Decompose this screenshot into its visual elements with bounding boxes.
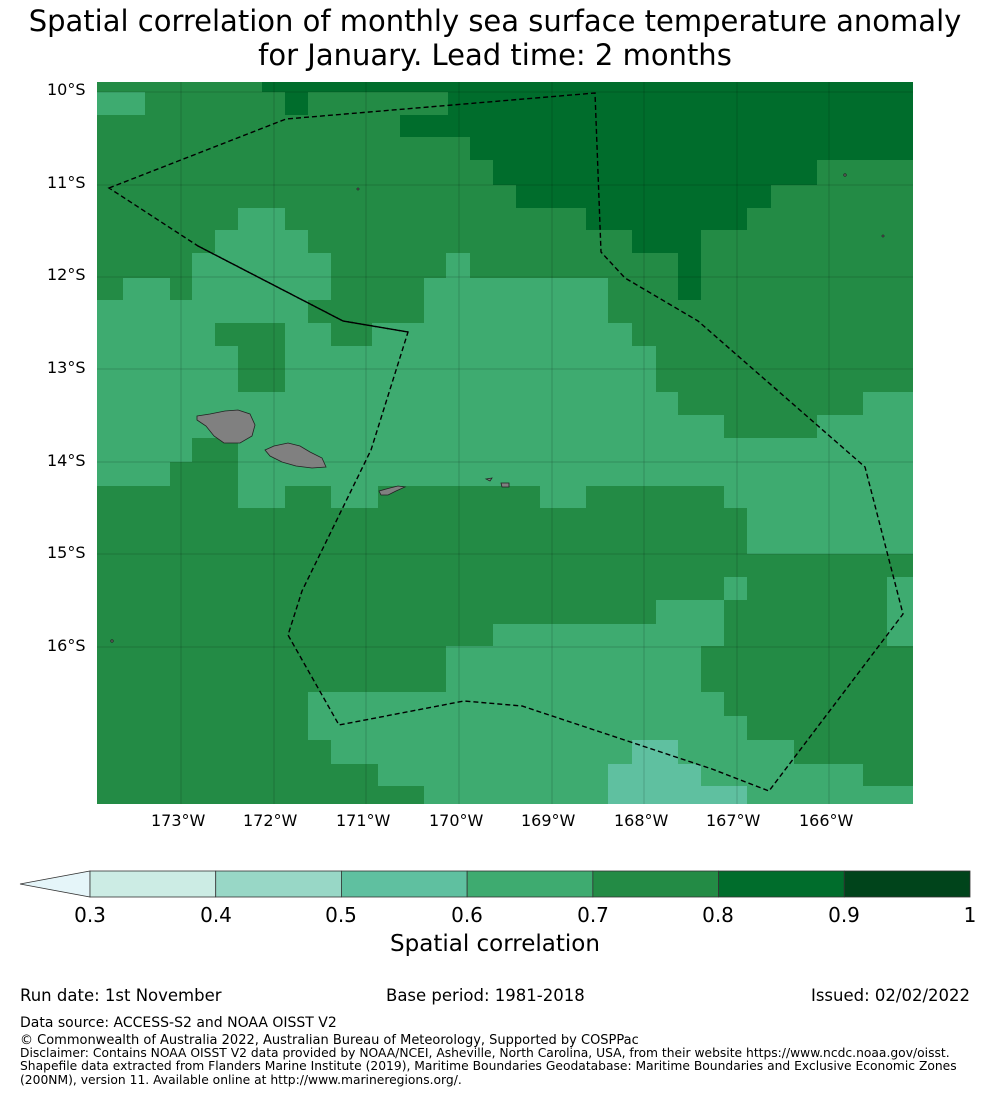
colorbar-tick-7: 1 bbox=[963, 903, 977, 927]
colorbar-tick-5: 0.8 bbox=[702, 903, 734, 927]
colorbar-tick-4: 0.7 bbox=[577, 903, 609, 927]
colorbar-tick-3: 0.6 bbox=[451, 903, 483, 927]
chart-title: Spatial correlation of monthly sea surfa… bbox=[0, 4, 990, 72]
boundary-tokelau bbox=[107, 92, 904, 792]
island-savaii bbox=[196, 409, 256, 444]
colorbar-bin-4 bbox=[592, 870, 719, 898]
region-corner bbox=[355, 786, 424, 804]
disclaimer-line-1: Disclaimer: Contains NOAA OISST V2 data … bbox=[20, 1046, 950, 1060]
colorbar-tick-2: 0.5 bbox=[325, 903, 357, 927]
island-tau bbox=[500, 482, 510, 488]
island-atoll-3 bbox=[110, 639, 114, 643]
region-high-correlation bbox=[262, 82, 913, 300]
lon-label-168w: 168°W bbox=[614, 811, 669, 830]
colorbar bbox=[19, 870, 971, 898]
colorbar-bins bbox=[89, 870, 971, 898]
lon-label-167w: 167°W bbox=[706, 811, 761, 830]
region-south-medium bbox=[308, 600, 913, 804]
region-east-spot bbox=[724, 577, 747, 600]
issued-date: Issued: 02/02/2022 bbox=[810, 986, 970, 1005]
colorbar-bin-2 bbox=[341, 870, 468, 898]
lon-label-170w: 170°W bbox=[429, 811, 484, 830]
run-date: Run date: 1st November bbox=[20, 986, 222, 1005]
lat-label-16s: 16°S bbox=[47, 636, 86, 655]
data-source: Data source: ACCESS-S2 and NOAA OISST V2 bbox=[20, 1015, 337, 1031]
lon-label-169w: 169°W bbox=[521, 811, 576, 830]
island-upolu bbox=[264, 442, 327, 469]
graticule bbox=[97, 82, 913, 804]
region-medium-correlation bbox=[97, 208, 913, 554]
colorbar-tick-1: 0.4 bbox=[200, 903, 232, 927]
region-pocket-2 bbox=[192, 438, 238, 462]
colorbar-bin-1 bbox=[215, 870, 342, 898]
copyright: © Commonwealth of Australia 2022, Austra… bbox=[20, 1033, 639, 1048]
island-tutuila bbox=[378, 485, 407, 496]
colorbar-bin-5 bbox=[718, 870, 845, 898]
island-swains bbox=[356, 187, 360, 191]
lon-label-172w: 172°W bbox=[243, 811, 298, 830]
lat-label-11s: 11°S bbox=[47, 173, 86, 192]
boundary-samoa bbox=[197, 245, 409, 333]
lat-label-12s: 12°S bbox=[47, 265, 86, 284]
eez-boundaries bbox=[107, 92, 904, 792]
lat-label-13s: 13°S bbox=[47, 358, 86, 377]
colorbar-tick-0: 0.3 bbox=[74, 903, 106, 927]
land bbox=[110, 173, 885, 643]
colorbar-bin-6 bbox=[843, 870, 971, 898]
region-nw-spot bbox=[97, 92, 145, 115]
lon-label-166w: 166°W bbox=[799, 811, 854, 830]
colorbar-label: Spatial correlation bbox=[390, 931, 600, 957]
region-east-medium bbox=[887, 577, 913, 646]
lon-label-173w: 173°W bbox=[151, 811, 206, 830]
lat-label-15s: 15°S bbox=[47, 543, 86, 562]
region-low-correlation bbox=[608, 740, 747, 804]
title-line-1: Spatial correlation of monthly sea surfa… bbox=[28, 4, 962, 38]
lat-label-14s: 14°S bbox=[47, 451, 86, 470]
base-period: Base period: 1981-2018 bbox=[386, 986, 585, 1005]
colorbar-bin-3 bbox=[466, 870, 594, 898]
lon-label-171w: 171°W bbox=[336, 811, 391, 830]
colorbar-tick-6: 0.9 bbox=[828, 903, 860, 927]
colorbar-under-triangle bbox=[19, 870, 91, 898]
island-atoll-1 bbox=[843, 173, 847, 177]
map-panel: 10°S 11°S 12°S 13°S 14°S 15°S 16°S 173°W… bbox=[47, 80, 913, 830]
lat-label-10s: 10°S bbox=[47, 80, 86, 99]
region-pocket-1 bbox=[215, 323, 285, 392]
map-svg bbox=[97, 82, 913, 804]
island-ofu bbox=[484, 477, 493, 482]
disclaimer-line-3: (200NM), version 11. Available online at… bbox=[20, 1073, 462, 1087]
colorbar-bin-0 bbox=[89, 870, 217, 898]
island-atoll-2 bbox=[881, 234, 885, 238]
disclaimer-line-2: Shapefile data extracted from Flanders M… bbox=[20, 1059, 957, 1073]
title-line-2: for January. Lead time: 2 months bbox=[258, 38, 732, 72]
